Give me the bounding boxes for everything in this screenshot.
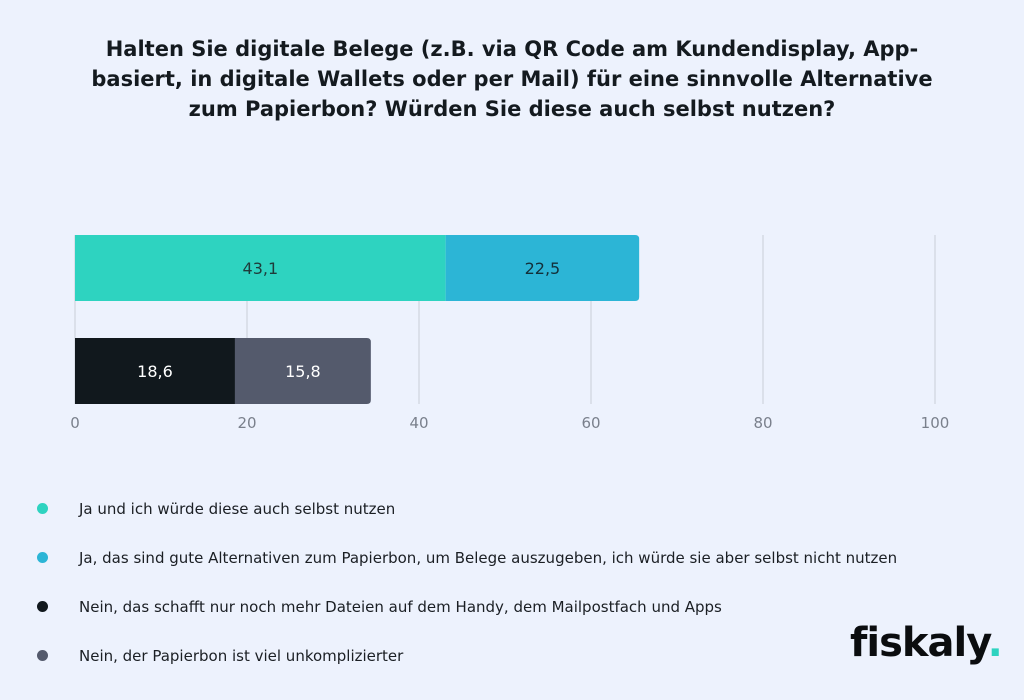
bar-segment — [234, 338, 371, 404]
bar-segment — [445, 235, 640, 301]
x-tick-label: 80 — [753, 414, 772, 432]
legend-item: Nein, das schafft nur noch mehr Dateien … — [36, 582, 897, 631]
data-label: 43,1 — [243, 259, 279, 278]
bar-segment — [75, 338, 235, 404]
data-label: 15,8 — [285, 362, 321, 381]
legend-dot-icon — [37, 650, 48, 661]
legend-item: Nein, der Papierbon ist viel unkomplizie… — [36, 631, 897, 680]
fiskaly-logo: fiskaly. — [850, 620, 1003, 666]
legend-dot-icon — [37, 503, 48, 514]
bar-chart: 0 20 40 60 80 100 43,1 22,5 18,6 15,8 — [70, 235, 950, 432]
logo-period: . — [987, 620, 1003, 666]
legend-dot-icon — [37, 601, 48, 612]
legend-item: Ja, das sind gute Alternativen zum Papie… — [36, 533, 897, 582]
x-tick-label: 60 — [581, 414, 600, 432]
x-tick-label: 20 — [237, 414, 256, 432]
bar-segment — [75, 235, 446, 301]
legend-label: Nein, das schafft nur noch mehr Dateien … — [79, 597, 722, 616]
logo-text: fiskaly — [850, 620, 989, 666]
legend-dot-icon — [37, 552, 48, 563]
legend: Ja und ich würde diese auch selbst nutze… — [36, 484, 897, 680]
chart-title: Halten Sie digitale Belege (z.B. via QR … — [91, 37, 933, 121]
legend-label: Ja und ich würde diese auch selbst nutze… — [79, 499, 396, 518]
x-tick-label: 100 — [921, 414, 950, 432]
legend-label: Nein, der Papierbon ist viel unkomplizie… — [79, 646, 404, 665]
data-label: 18,6 — [137, 362, 173, 381]
data-label: 22,5 — [525, 259, 561, 278]
legend-item: Ja und ich würde diese auch selbst nutze… — [36, 484, 897, 533]
x-tick-label: 40 — [409, 414, 428, 432]
legend-label: Ja, das sind gute Alternativen zum Papie… — [79, 548, 898, 567]
x-tick-label: 0 — [70, 414, 80, 432]
